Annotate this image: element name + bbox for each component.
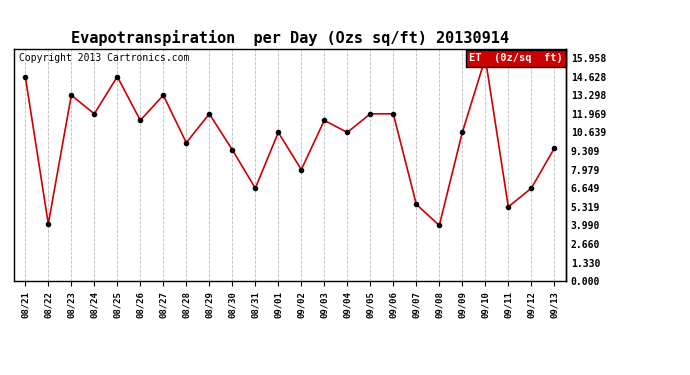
- Text: ET  (0z/sq  ft): ET (0z/sq ft): [469, 53, 563, 63]
- Title: Evapotranspiration  per Day (Ozs sq/ft) 20130914: Evapotranspiration per Day (Ozs sq/ft) 2…: [71, 30, 509, 46]
- Text: Copyright 2013 Cartronics.com: Copyright 2013 Cartronics.com: [19, 53, 190, 63]
